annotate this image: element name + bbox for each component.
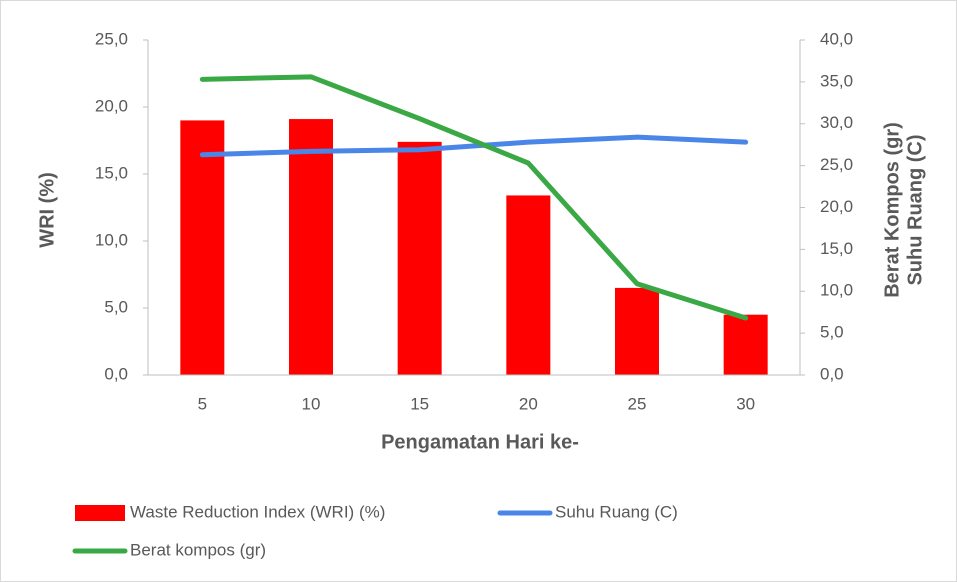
y-tick-label: 25,0 (95, 29, 128, 48)
legend-label: Berat kompos (gr) (130, 540, 266, 559)
x-tick-label: 15 (410, 394, 429, 413)
y-tick-label: 0,0 (104, 364, 128, 383)
legend-label: Waste Reduction Index (WRI) (%) (130, 502, 385, 521)
y2-tick-label: 30,0 (820, 113, 853, 132)
y2-tick-label: 5,0 (820, 323, 844, 342)
x-tick-label: 5 (198, 394, 207, 413)
x-tick-label: 25 (628, 394, 647, 413)
bar (180, 120, 225, 376)
y2-tick-label: 10,0 (820, 281, 853, 300)
line (199, 134, 749, 158)
y2-tick-label: 25,0 (820, 155, 853, 174)
bar (723, 314, 768, 375)
x-tick-label: 10 (302, 394, 321, 413)
y2-axis-title: Suhu Ruang (C) (904, 134, 926, 285)
y-tick-label: 20,0 (95, 96, 128, 115)
bar (615, 287, 659, 375)
y-tick-label: 15,0 (95, 163, 128, 182)
bar (397, 141, 442, 375)
x-tick-label: 20 (519, 394, 538, 413)
legend-swatch (75, 505, 125, 521)
y-tick-label: 5,0 (104, 297, 128, 316)
legend-label: Suhu Ruang (C) (555, 502, 678, 521)
x-tick-label: 30 (736, 394, 755, 413)
bar (289, 119, 333, 375)
y2-tick-label: 0,0 (820, 364, 844, 383)
y2-tick-label: 20,0 (820, 197, 853, 216)
y-axis-title: WRI (%) (36, 172, 58, 248)
line (199, 74, 749, 321)
y-tick-label: 10,0 (95, 230, 128, 249)
y2-tick-label: 35,0 (820, 71, 853, 90)
y2-tick-label: 40,0 (820, 29, 853, 48)
y2-tick-label: 15,0 (820, 239, 853, 258)
y2-axis-title: Berat Kompos (gr) (881, 122, 903, 298)
x-axis-title: Pengamatan Hari ke- (381, 431, 579, 453)
bar (506, 195, 551, 375)
